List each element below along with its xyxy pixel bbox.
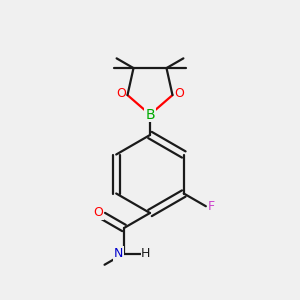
Text: B: B bbox=[145, 108, 155, 122]
Text: H: H bbox=[141, 247, 151, 260]
Text: N: N bbox=[114, 247, 123, 260]
Text: O: O bbox=[174, 87, 184, 100]
Text: O: O bbox=[116, 87, 126, 100]
Text: O: O bbox=[94, 206, 103, 219]
Text: F: F bbox=[208, 200, 215, 213]
